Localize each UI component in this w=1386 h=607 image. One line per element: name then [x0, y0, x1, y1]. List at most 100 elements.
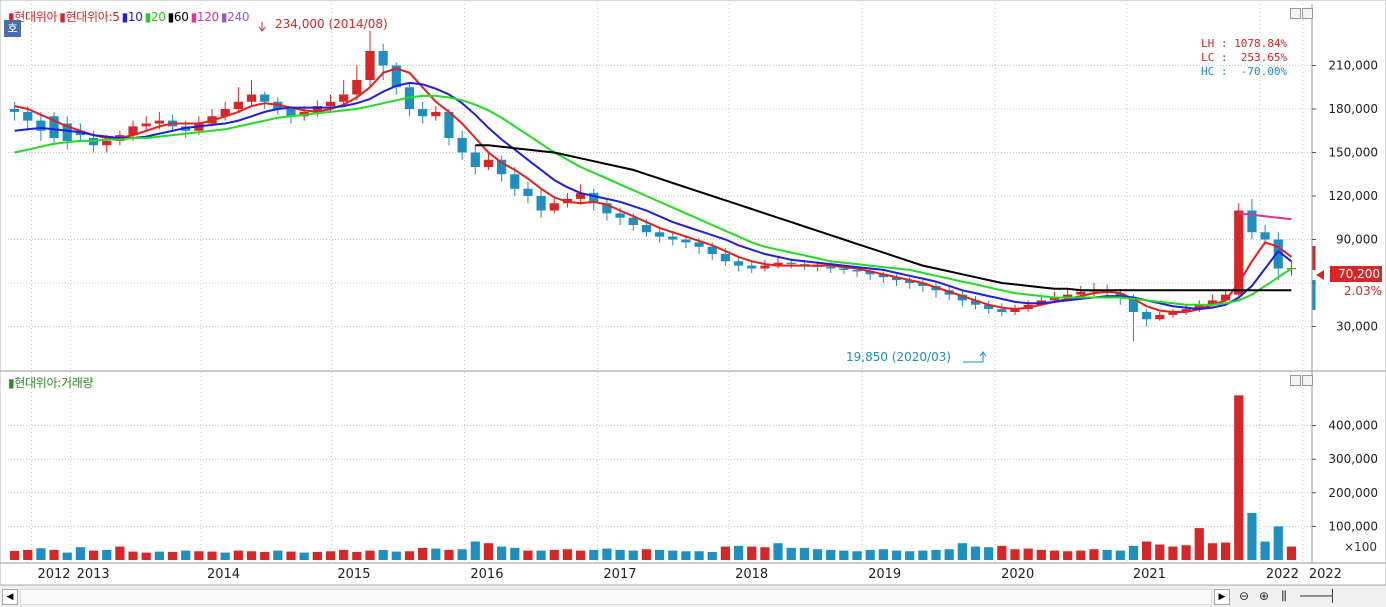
candle-body [654, 232, 665, 237]
volume-bar [589, 549, 599, 560]
candle-body [602, 203, 612, 214]
candle-body [839, 268, 849, 270]
zoom-out-icon[interactable]: ⊖ [1238, 589, 1250, 603]
volume-bar [1049, 550, 1060, 560]
high-low-markers [258, 22, 1324, 363]
volume-bar [431, 548, 441, 560]
volume-bar [352, 551, 362, 560]
legend-item: ▮20 [144, 10, 166, 24]
legend-item: ▮60 [167, 10, 189, 24]
volume-bar [404, 551, 415, 560]
candle-body [23, 111, 33, 121]
volume-bar [1234, 395, 1244, 560]
volume-panel-close-button[interactable] [1302, 375, 1313, 386]
x-tick-label: 2012 [37, 567, 70, 582]
volume-bar [260, 551, 270, 560]
x-tick-label: 2016 [470, 567, 503, 582]
ma-line-120 [1238, 212, 1292, 221]
volume-bar [418, 547, 428, 560]
horizontal-scrollbar[interactable]: ◀ ▶ ⊖ ⊕ ⫼ ────┤ [0, 585, 1386, 607]
bar-spacing-icon[interactable]: ⫼ [1281, 589, 1287, 603]
candle-body [497, 159, 507, 175]
y-tick-label: 90,000 [1336, 233, 1378, 247]
volume-bar [918, 550, 928, 560]
candle-body [233, 101, 243, 109]
candle-body [365, 51, 375, 80]
candle-body [733, 261, 744, 266]
candle-body [1220, 294, 1231, 301]
volume-panel-restore-button[interactable] [1290, 375, 1301, 386]
panel-restore-button[interactable] [1290, 8, 1301, 19]
volume-bar [984, 547, 994, 560]
candle-body [339, 94, 349, 102]
volume-bar [1194, 528, 1204, 560]
candle-body [628, 217, 638, 225]
candle-body [1247, 210, 1257, 233]
volume-bar [167, 551, 178, 560]
candle-body [1194, 304, 1204, 310]
scroll-right-button[interactable]: ▶ [1214, 589, 1230, 605]
ma-line-60 [475, 144, 1292, 292]
period-slider-icon[interactable]: ────┤ [1300, 589, 1337, 603]
candle-body [154, 120, 164, 124]
volume-bars [9, 395, 1297, 560]
candle-body [62, 123, 72, 141]
candle-body [483, 159, 494, 167]
candle-body [970, 300, 981, 305]
candle-body [444, 111, 454, 138]
y-tick-label: 400,000 [1328, 419, 1378, 433]
panel-close-button[interactable] [1302, 8, 1313, 19]
volume-bar [865, 549, 875, 560]
volume-bar [181, 550, 191, 560]
legend-item: ▮120 [190, 10, 220, 24]
candle-body [984, 304, 994, 310]
scroll-track[interactable] [20, 589, 1212, 605]
chart-background [0, 0, 1386, 585]
volume-bar [1260, 541, 1270, 560]
candle-body [957, 294, 967, 301]
scroll-left-button[interactable]: ◀ [2, 589, 18, 605]
candle-body [668, 236, 678, 240]
x-tick-label: 2018 [735, 567, 768, 582]
volume-bar [944, 549, 954, 560]
volume-bar [957, 543, 967, 560]
candle-body [1273, 239, 1283, 269]
current-price-box: 70,200 [1330, 266, 1382, 282]
current-price-marker [1316, 270, 1324, 280]
volume-bar [1220, 542, 1231, 560]
volume-bar [497, 546, 507, 560]
zoom-in-icon[interactable]: ⊕ [1258, 589, 1270, 603]
volume-bar [88, 550, 99, 560]
volume-bar [1102, 549, 1112, 560]
y-tick-label: 30,000 [1336, 320, 1378, 334]
candle-body [681, 239, 691, 243]
volume-bar [1286, 546, 1297, 560]
candle-body [246, 94, 257, 102]
volume-bar [115, 546, 125, 560]
volume-bar [681, 551, 691, 560]
volume-bar [852, 551, 862, 560]
volume-bar [325, 551, 336, 560]
stock-chart[interactable]: 30,000 90,000 120,000 150,000 180,000 210,000… [0, 0, 1386, 585]
volume-bar [562, 549, 573, 560]
volume-bar [339, 549, 349, 560]
volume-bar [602, 548, 612, 560]
volume-y-axis: 100,000 200,000 300,000 400,000 [1312, 419, 1378, 533]
lh-stat: LH : 1078.84% [1201, 37, 1288, 50]
candle-body [286, 109, 296, 117]
volume-bar [773, 543, 783, 560]
candle-body [1010, 309, 1020, 312]
volume-bar [128, 551, 138, 560]
volume-bar [246, 551, 257, 560]
volume-legend: ▮현대위아:거래량 [8, 374, 95, 391]
volume-bar [668, 550, 678, 560]
candle-body [36, 120, 46, 131]
volume-bar [970, 546, 981, 560]
side-button[interactable]: 호 [4, 20, 21, 37]
candle-body [431, 111, 441, 117]
volume-bar [299, 552, 309, 560]
x-axis: 2012 2013 2014 2015 2016 2017 2018 2019 2020 2021… [37, 567, 1341, 582]
low-annotation: 19,850 (2020/03) [846, 350, 952, 364]
moving-average-lines [14, 67, 1293, 313]
volume-bar [549, 549, 559, 560]
